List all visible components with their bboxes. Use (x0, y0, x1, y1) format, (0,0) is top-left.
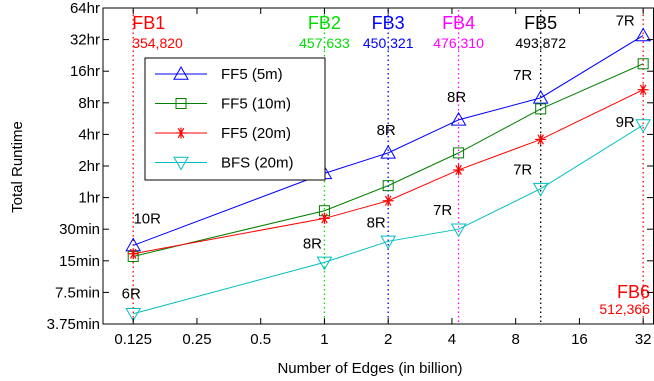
y-tick-label: 16hr (70, 63, 100, 80)
dataset-marker-lines: FB1 354,820 FB2 457,633 FB3 450,321 FB4 476,310… (132, 10, 650, 322)
replication-label: 10R (133, 210, 161, 227)
x-tick-label: 2 (384, 331, 392, 348)
legend-item: FF5 (5m) (155, 65, 283, 83)
dataset-name: FB1 (132, 13, 165, 33)
replication-label: 7R (616, 13, 635, 30)
replication-label: 8R (303, 235, 322, 252)
series-line (133, 35, 644, 246)
y-tick-label: 30min (59, 221, 100, 238)
data-point (173, 156, 189, 171)
data-point (635, 27, 652, 42)
data-point (637, 58, 649, 70)
legend-label: FF5 (10m) (221, 96, 291, 113)
x-tick-label: 16 (571, 331, 588, 348)
y-tick-label: 3.75min (47, 316, 100, 333)
legend-label: BFS (20m) (221, 155, 294, 172)
data-point (382, 180, 394, 192)
dataset-edge-count: 476,310 (433, 35, 484, 51)
y-tick-label: 64hr (70, 0, 100, 17)
x-tick-label: 1 (320, 331, 328, 348)
replication-label: 6R (122, 286, 141, 303)
data-point (532, 182, 549, 197)
y-tick-label: 32hr (70, 32, 100, 49)
legend-label: FF5 (20m) (221, 125, 291, 142)
data-point (318, 212, 330, 224)
x-tick-label: 8 (512, 331, 520, 348)
dataset-name: FB6 (617, 282, 650, 302)
y-tick-label: 8hr (78, 95, 100, 112)
replication-label: 7R (433, 202, 452, 219)
dataset-name: FB2 (308, 13, 341, 33)
dataset-name: FB4 (442, 13, 475, 33)
data-point (125, 307, 142, 322)
series-3 (125, 119, 652, 322)
series-2 (127, 84, 649, 260)
data-point (175, 127, 187, 139)
dataset-edge-count: 512,366 (599, 301, 650, 317)
series-line (133, 89, 644, 255)
y-tick-label: 7.5min (55, 284, 100, 301)
data-point (380, 144, 397, 159)
y-tick-label: 4hr (78, 126, 100, 143)
legend-item: FF5 (10m) (155, 96, 291, 113)
x-tick-label: 0.125 (114, 331, 152, 348)
replication-label: 7R (513, 162, 532, 179)
data-point (450, 111, 467, 126)
legend-item: BFS (20m) (155, 155, 294, 172)
x-tick-label: 32 (635, 331, 652, 348)
data-point (316, 256, 333, 271)
series-line (133, 124, 644, 315)
replication-label: 7R (513, 67, 532, 84)
dataset-edge-count: 457,633 (299, 35, 350, 51)
x-axis-label: Number of Edges (in billion) (277, 360, 462, 377)
data-point (535, 103, 547, 115)
data-point (382, 195, 394, 207)
data-point (380, 235, 397, 250)
y-axis-label: Total Runtime (9, 121, 26, 213)
dataset-edge-count: 354,820 (132, 35, 183, 51)
data-point (175, 98, 187, 109)
legend: FF5 (5m) FF5 (10m) FF5 (20m) BFS (20m) (144, 57, 326, 181)
y-tick-label: 1hr (78, 190, 100, 207)
data-point (127, 248, 139, 260)
data-point (532, 89, 549, 104)
data-point (637, 84, 649, 96)
axis-ticks: 0.125 0.25 0.5 1 2 4 8 16 32 3.75min 7.5min 15min 30… (47, 0, 653, 348)
x-tick-label: 4 (448, 331, 456, 348)
replication-label: 8R (377, 122, 396, 139)
x-tick-label: 0.5 (250, 331, 271, 348)
data-point (453, 147, 465, 159)
x-tick-label: 0.25 (182, 331, 211, 348)
dataset-name: FB3 (372, 13, 405, 33)
data-point (173, 65, 189, 80)
dataset-name: FB5 (524, 13, 557, 33)
y-tick-label: 2hr (78, 158, 100, 175)
data-point (450, 223, 467, 238)
data-point (453, 164, 465, 176)
data-point (535, 133, 547, 145)
replication-label: 8R (367, 214, 386, 231)
y-tick-label: 15min (59, 253, 100, 270)
series-group (125, 27, 652, 322)
series-line (133, 63, 644, 257)
dataset-edge-count: 493,872 (515, 35, 566, 51)
legend-item: FF5 (20m) (155, 125, 291, 142)
data-point (635, 119, 652, 134)
replication-label: 9R (616, 114, 635, 131)
dataset-edge-count: 450,321 (363, 35, 414, 51)
replication-label: 8R (447, 89, 466, 106)
legend-label: FF5 (5m) (221, 66, 283, 83)
